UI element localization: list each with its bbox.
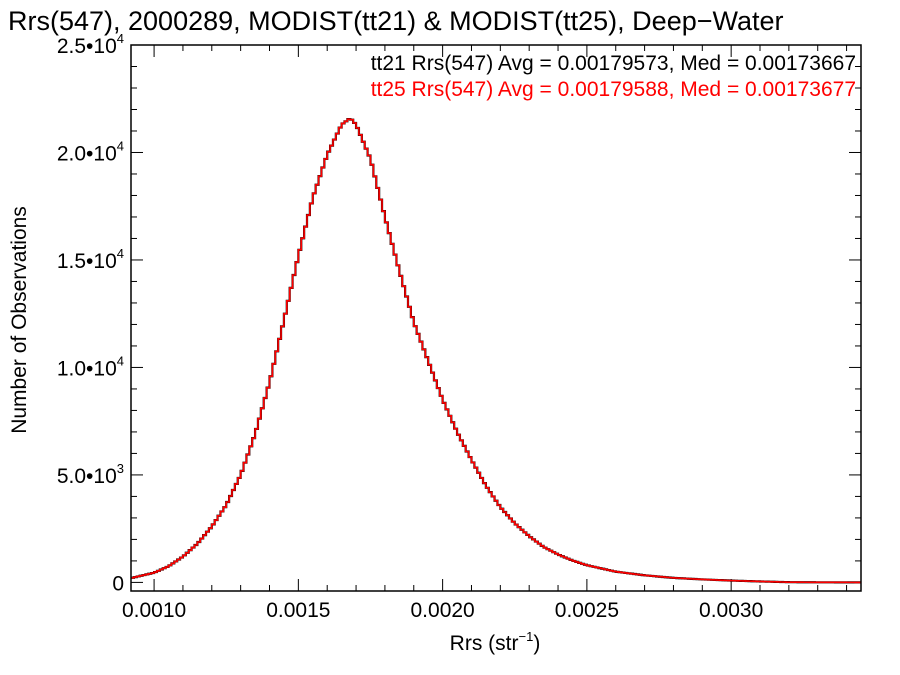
x-tick-label: 0.0015 <box>266 599 330 622</box>
legend-entry-1: tt21 Rrs(547) Avg = 0.00179573, Med = 0.… <box>371 52 856 75</box>
series-tt21-line <box>131 118 861 584</box>
y-axis-label: Number of Observations <box>8 206 31 434</box>
y-tick-label: 1.5•104 <box>57 246 124 273</box>
x-axis-label: Rrs (str−1) <box>450 629 541 655</box>
series-tt25-line <box>131 118 861 584</box>
plot-frame <box>130 44 862 592</box>
x-axis-label-close: ) <box>533 632 540 655</box>
legend: tt21 Rrs(547) Avg = 0.00179573, Med = 0.… <box>371 52 856 101</box>
x-tick-label: 0.0020 <box>411 599 475 622</box>
series-layer <box>131 118 861 584</box>
x-axis-ticks: 0.0010 0.0015 0.0020 0.0025 0.0030 <box>122 45 848 622</box>
legend-entry-2: tt25 Rrs(547) Avg = 0.00179588, Med = 0.… <box>371 78 856 101</box>
x-tick-label: 0.0010 <box>122 599 186 622</box>
y-tick-label: 1.0•104 <box>57 353 124 380</box>
y-axis-ticks: 0 5.0•103 1.0•104 1.5•104 2.0•104 2.5•104 <box>57 31 861 595</box>
x-axis-label-superscript: −1 <box>519 629 534 644</box>
x-axis-label-main: Rrs (str <box>450 632 519 655</box>
y-tick-label: 2.5•104 <box>57 31 124 58</box>
y-tick-label: 5.0•103 <box>57 461 124 488</box>
y-axis-label-text: Number of Observations <box>8 206 31 434</box>
chart-title: Rrs(547), 2000289, MODIST(tt21) & MODIST… <box>8 6 784 36</box>
y-tick-label: 2.0•104 <box>57 138 124 165</box>
x-tick-label: 0.0025 <box>555 599 619 622</box>
x-tick-label: 0.0030 <box>699 599 763 622</box>
y-tick-label: 0 <box>112 572 124 595</box>
